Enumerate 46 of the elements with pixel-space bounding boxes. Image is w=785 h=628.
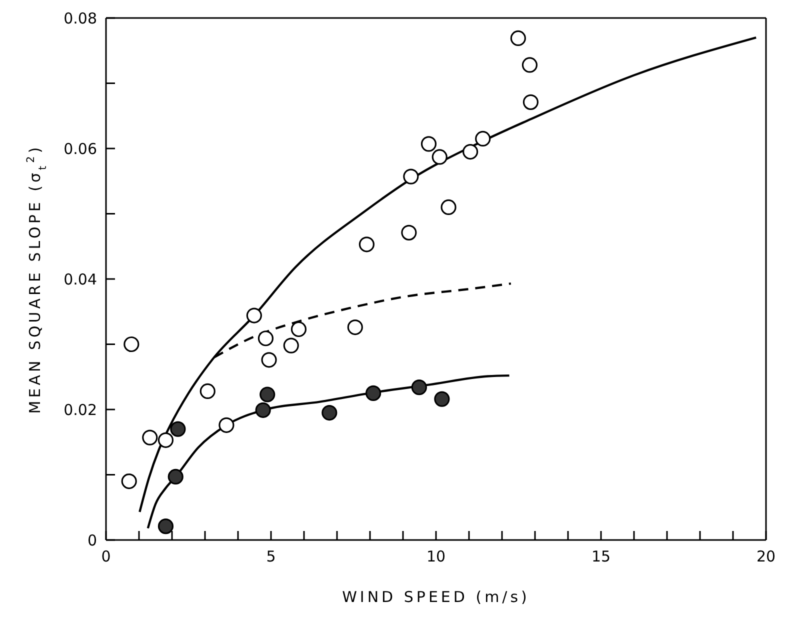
x-tick-label: 0 bbox=[101, 548, 111, 566]
y-tick-label: 0.02 bbox=[64, 400, 97, 419]
y-tick-label: 0.04 bbox=[64, 270, 97, 288]
y-tick-label: 0 bbox=[87, 531, 97, 550]
point bbox=[255, 402, 271, 418]
point bbox=[522, 57, 538, 73]
point bbox=[510, 30, 526, 46]
point bbox=[366, 385, 382, 401]
point bbox=[218, 417, 234, 433]
x-tick-label: 20 bbox=[756, 548, 776, 566]
point bbox=[124, 336, 140, 352]
point bbox=[246, 308, 262, 324]
point bbox=[258, 330, 274, 346]
point bbox=[462, 144, 478, 160]
line-series bbox=[138, 36, 758, 514]
point bbox=[420, 136, 437, 152]
point bbox=[347, 319, 363, 336]
x-tick-label: 5 bbox=[266, 548, 276, 566]
point bbox=[401, 224, 417, 240]
point bbox=[200, 383, 216, 400]
point bbox=[432, 149, 448, 165]
line-series bbox=[146, 374, 510, 530]
point bbox=[283, 338, 299, 354]
point bbox=[142, 430, 158, 446]
point bbox=[411, 380, 427, 396]
point bbox=[403, 168, 419, 184]
point bbox=[158, 518, 174, 534]
y-tick-label: 0.06 bbox=[64, 140, 97, 158]
point bbox=[261, 352, 277, 368]
point bbox=[168, 468, 184, 485]
point bbox=[170, 421, 186, 437]
point bbox=[475, 130, 491, 147]
point bbox=[434, 391, 450, 407]
point bbox=[158, 432, 174, 448]
x-axis-title: WIND SPEED (m/s) bbox=[342, 588, 530, 606]
point bbox=[290, 321, 307, 338]
point bbox=[260, 386, 276, 402]
point bbox=[322, 404, 338, 421]
x-tick-label: 10 bbox=[426, 548, 446, 566]
x-tick-label: 15 bbox=[591, 548, 611, 566]
point bbox=[522, 94, 539, 110]
point bbox=[121, 473, 137, 490]
point bbox=[358, 236, 374, 252]
point bbox=[440, 199, 456, 216]
y-tick-label: 0.08 bbox=[64, 9, 97, 28]
line-series bbox=[213, 282, 512, 358]
